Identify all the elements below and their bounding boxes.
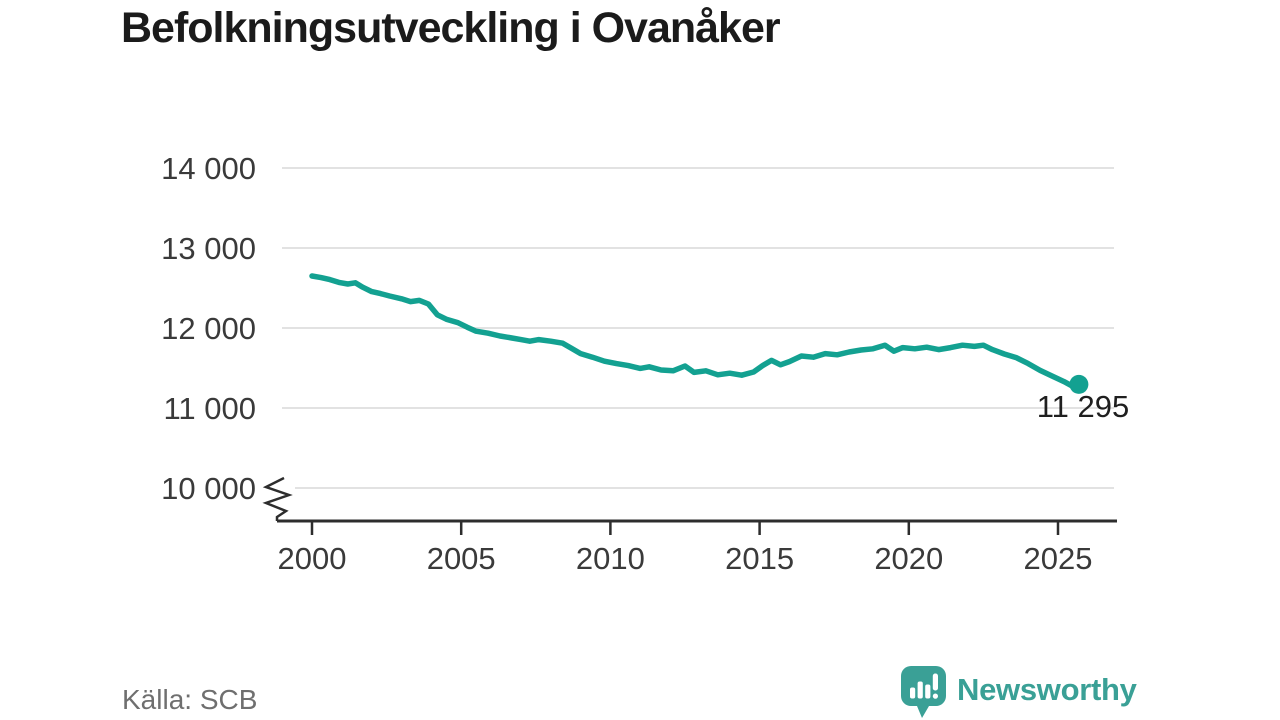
logo-exclamation-bar [932, 673, 938, 691]
x-tick-label: 2010 [576, 541, 645, 576]
newsworthy-logo: Newsworthy [901, 666, 1137, 718]
x-tick-label: 2015 [725, 541, 794, 576]
population-line [309, 273, 1082, 390]
x-tick-label: 2005 [427, 541, 496, 576]
y-tick-label: 12 000 [161, 311, 256, 346]
y-tick-label: 11 000 [163, 391, 256, 426]
page-title: Befolkningsutveckling i Ovanåker [121, 4, 781, 52]
x-tick-label: 2025 [1024, 541, 1093, 576]
logo-bar-1 [910, 687, 916, 699]
newsworthy-logo-icon [901, 666, 946, 718]
y-tick-label: 13 000 [161, 231, 256, 266]
x-tick-label: 2020 [874, 541, 943, 576]
logo-bar-2 [917, 681, 923, 699]
logo-exclamation-dot [932, 693, 938, 699]
y-tick-label: 10 000 [161, 471, 256, 506]
logo-bar-3 [925, 684, 931, 699]
x-tick-label: 2000 [278, 541, 347, 576]
newsworthy-logo-text: Newsworthy [957, 672, 1137, 707]
end-value-label: 11 295 [1037, 389, 1130, 424]
y-tick-label: 14 000 [161, 151, 256, 186]
axis-break-zigzag [262, 476, 293, 521]
population-line-chart: 14 000 13 000 12 000 11 000 10 000 2000 2005 20… [161, 151, 1130, 576]
end-point-dot [1069, 374, 1089, 394]
source-label: Källa: SCB [122, 684, 258, 715]
